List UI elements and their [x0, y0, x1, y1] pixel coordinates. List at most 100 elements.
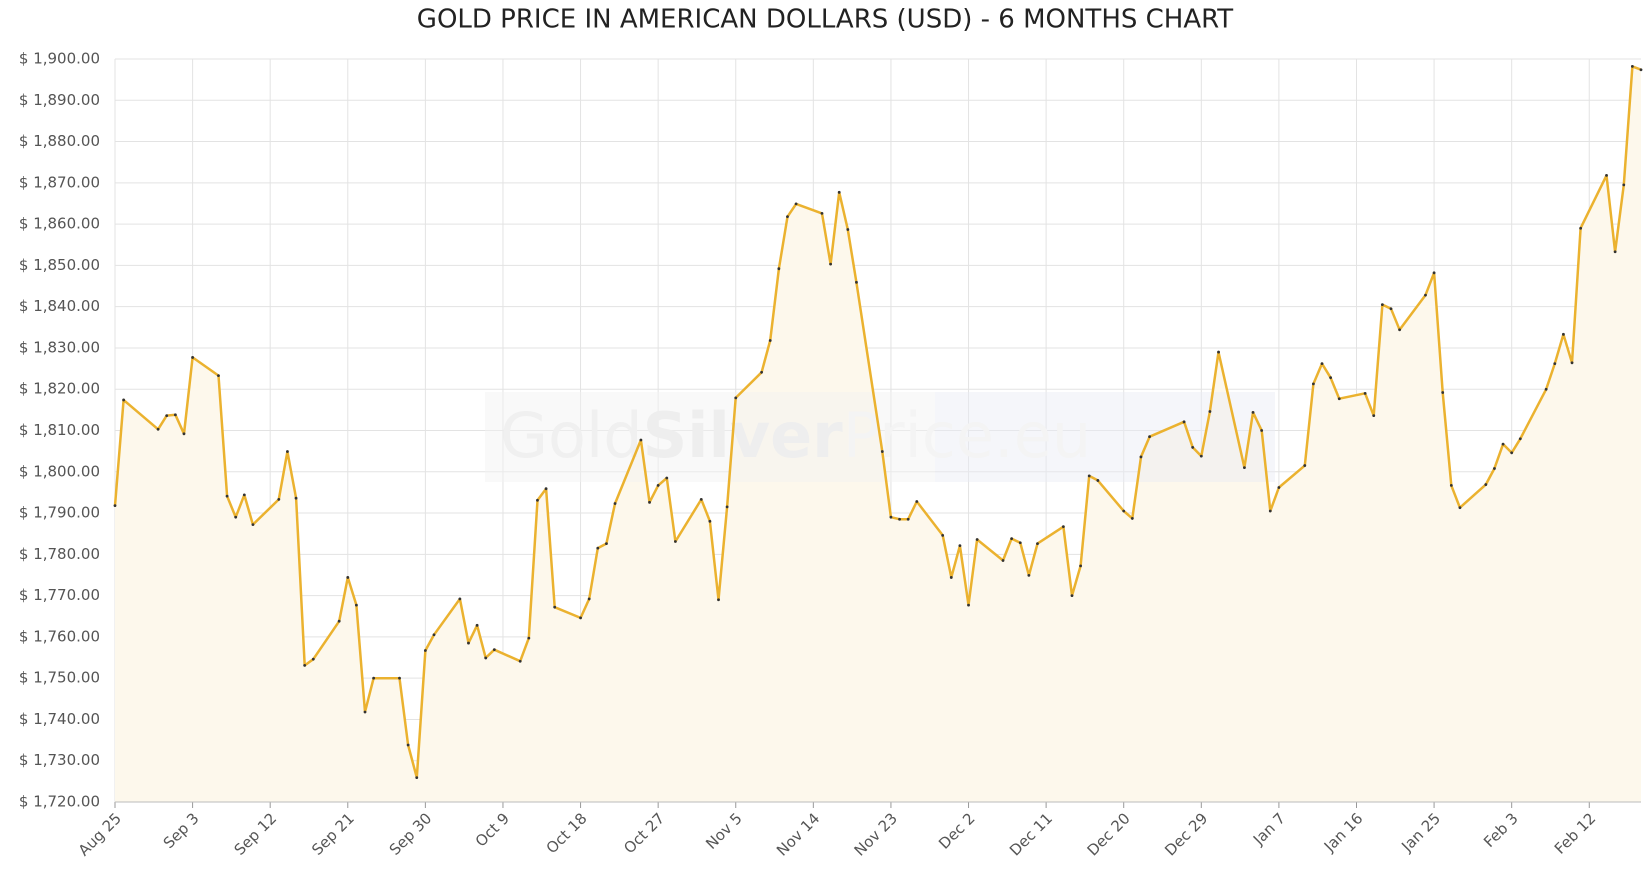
point	[1303, 464, 1307, 467]
point	[915, 500, 919, 503]
x-tick-label: Sep 12	[231, 809, 281, 859]
x-tick-label: Nov 23	[851, 809, 901, 859]
x-tick-label: Jan 16	[1320, 809, 1367, 856]
point	[467, 641, 470, 645]
point	[1579, 226, 1583, 230]
point	[656, 483, 660, 487]
point	[846, 228, 850, 231]
point	[1501, 442, 1505, 446]
point	[346, 576, 350, 579]
point	[1251, 410, 1255, 414]
x-tick-label: Oct 18	[543, 809, 591, 857]
point	[1311, 382, 1315, 386]
watermark-text: GoldSilverPrice.eu	[500, 399, 1091, 472]
point	[1329, 376, 1333, 380]
point	[975, 538, 979, 541]
watermark-part: Gold	[500, 399, 643, 472]
point	[958, 544, 962, 548]
point	[182, 432, 186, 436]
point	[423, 649, 427, 652]
point	[1260, 429, 1264, 432]
point	[536, 498, 539, 502]
point	[234, 515, 238, 519]
point	[898, 517, 901, 521]
point	[1268, 509, 1272, 513]
watermark-box	[485, 392, 935, 482]
y-tick-label: $ 1,870.00	[19, 173, 100, 191]
x-tick-label: Sep 21	[308, 809, 358, 859]
x-tick-label: Dec 11	[1006, 809, 1056, 859]
point	[699, 498, 703, 501]
point	[277, 498, 281, 501]
y-tick-label: $ 1,740.00	[19, 710, 100, 728]
point	[251, 523, 255, 527]
point	[1130, 517, 1134, 520]
point	[1605, 174, 1608, 177]
point	[432, 633, 436, 637]
point	[286, 450, 289, 453]
point	[673, 540, 677, 543]
point	[1243, 466, 1246, 470]
point	[1182, 420, 1186, 424]
point	[786, 215, 789, 219]
point	[1518, 437, 1522, 441]
point	[122, 398, 126, 402]
point	[1036, 542, 1039, 546]
point	[1199, 454, 1203, 458]
point	[1544, 387, 1548, 391]
point	[225, 494, 229, 498]
point	[777, 267, 781, 271]
point	[855, 280, 858, 284]
point	[1320, 362, 1324, 366]
point	[1553, 362, 1557, 366]
x-tick-label: Nov 14	[773, 809, 823, 859]
point	[372, 676, 376, 680]
point	[475, 623, 479, 627]
point	[1613, 250, 1617, 254]
line	[113, 65, 1642, 779]
x-tick-label: Aug 25	[75, 809, 125, 859]
watermark-part: Silver	[643, 399, 844, 472]
point	[165, 414, 169, 418]
point	[1337, 397, 1341, 401]
x-tick-label: Dec 29	[1161, 809, 1211, 859]
x-tick-label: Oct 9	[472, 809, 513, 850]
point	[1208, 410, 1212, 413]
point	[527, 636, 531, 640]
point	[1372, 414, 1376, 418]
point	[1027, 573, 1031, 577]
point	[1380, 303, 1384, 307]
point	[880, 450, 884, 453]
point	[1122, 509, 1126, 513]
point	[1398, 328, 1401, 332]
point	[518, 659, 522, 663]
point	[458, 597, 462, 601]
chart-title: GOLD PRICE IN AMERICAN DOLLARS (USD) - 6…	[417, 5, 1234, 35]
point	[708, 519, 712, 523]
area	[115, 66, 1641, 802]
y-tick-label: $ 1,820.00	[19, 380, 100, 398]
point	[949, 576, 953, 579]
point	[303, 663, 307, 667]
point	[1622, 183, 1626, 187]
point	[648, 500, 651, 504]
point	[492, 648, 496, 652]
y-tick-label: $ 1,730.00	[19, 751, 100, 769]
point	[1639, 68, 1643, 72]
point	[1441, 391, 1445, 394]
point	[768, 339, 772, 342]
y-tick-label: $ 1,830.00	[19, 338, 100, 356]
point	[1139, 455, 1143, 459]
point	[820, 211, 824, 215]
point	[1096, 479, 1100, 482]
y-tick-label: $ 1,790.00	[19, 504, 100, 522]
x-tick-label: Sep 3	[160, 809, 203, 852]
x-tick-label: Nov 5	[702, 809, 746, 853]
point	[1562, 332, 1565, 336]
y-tick-label: $ 1,880.00	[19, 132, 100, 150]
point	[906, 517, 910, 521]
y-tick-label: $ 1,800.00	[19, 462, 100, 480]
point	[113, 504, 117, 508]
point	[579, 616, 582, 620]
